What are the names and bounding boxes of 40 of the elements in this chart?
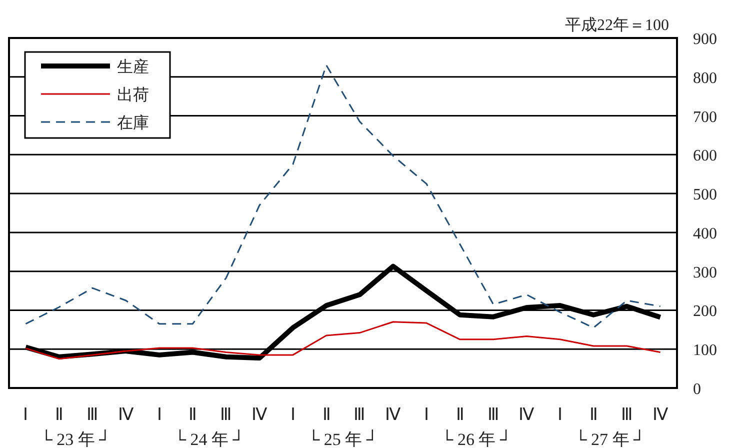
text: 平成22年＝100	[565, 16, 669, 34]
x-tick-label: Ⅲ	[86, 405, 98, 424]
y-tick-label: 0	[693, 381, 701, 398]
legend-label: 在庫	[117, 114, 149, 132]
x-tick-label: Ⅳ	[652, 405, 668, 424]
legend-label: 生産	[117, 58, 149, 76]
x-tick-label: Ⅰ	[156, 405, 162, 424]
y-tick-label: 500	[693, 186, 717, 204]
y-tick-label: 900	[693, 31, 717, 48]
x-tick-label: Ⅰ	[424, 405, 429, 424]
legend-label: 出荷	[117, 86, 149, 104]
x-tick-label: Ⅲ	[220, 405, 232, 424]
x-tick-label: Ⅰ	[23, 405, 28, 424]
y-tick-label: 100	[693, 342, 717, 360]
y-tick-label: 700	[693, 108, 717, 126]
text: └ 27 年 ┘	[574, 429, 646, 448]
x-tick-label: Ⅱ	[322, 405, 330, 424]
x-tick-label: Ⅰ	[558, 405, 563, 424]
x-tick-label: Ⅱ	[188, 405, 197, 424]
x-tick-label: Ⅳ	[518, 405, 535, 424]
x-tick-label: Ⅳ	[252, 405, 268, 424]
line-series	[24, 321, 662, 360]
text: └ 23 年 ┘	[40, 429, 112, 448]
x-tick-label: Ⅰ	[290, 405, 296, 424]
y-tick-label: 800	[693, 70, 717, 87]
y-tick-label: 400	[693, 225, 717, 242]
y-tick-label: 200	[693, 303, 717, 320]
x-tick-label: Ⅳ	[118, 405, 134, 424]
x-tick-label: Ⅳ	[385, 405, 402, 424]
x-tick-label: Ⅲ	[620, 405, 633, 424]
x-tick-label: Ⅱ	[590, 405, 598, 424]
text: └ 24 年 ┘	[174, 429, 245, 448]
x-tick-label: Ⅱ	[55, 405, 64, 424]
y-tick-label: 300	[693, 264, 717, 282]
text: └ 26 年 ┘	[441, 429, 512, 448]
text: └ 25 年 ┘	[308, 429, 378, 448]
x-tick-label: Ⅲ	[487, 405, 500, 424]
y-tick-label: 600	[693, 148, 717, 165]
x-tick-label: Ⅱ	[456, 405, 464, 424]
x-tick-label: Ⅲ	[354, 405, 366, 424]
